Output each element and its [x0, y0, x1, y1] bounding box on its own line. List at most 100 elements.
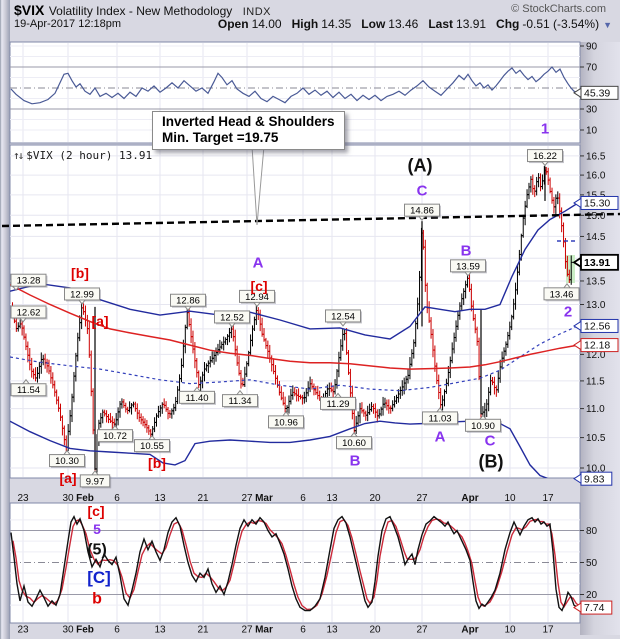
wave-label: A	[253, 254, 264, 271]
y-tick-label: 15.5	[586, 190, 606, 201]
date-tick: 17	[542, 493, 554, 504]
quote-value-open: 14.00	[251, 17, 282, 31]
date-tick: 21	[197, 625, 209, 636]
date-tick: 13	[154, 493, 166, 504]
date-tick: 6	[114, 493, 120, 504]
svg-text:10.72: 10.72	[103, 431, 127, 442]
date-tick: 13	[326, 625, 338, 636]
exchange: INDX	[242, 6, 271, 18]
wave-label: b	[92, 591, 102, 608]
pivot-label: 10.96	[268, 411, 305, 430]
date-tick: 20	[369, 493, 381, 504]
inverted-hs-annotation: Inverted Head & Shoulders Min. Target =1…	[152, 111, 345, 150]
upper-bollinger-band	[10, 202, 579, 340]
pivot-label: 13.28	[10, 273, 48, 292]
pivot-label: 11.54	[10, 378, 48, 398]
wave-label: [b]	[148, 455, 166, 471]
svg-text:10.30: 10.30	[55, 456, 79, 467]
date-tick: 23	[17, 493, 29, 504]
quote-label-chg: Chg	[496, 17, 520, 31]
svg-text:11.29: 11.29	[326, 399, 349, 410]
price-bars	[10, 165, 573, 475]
ohlc-quote: Open 14.00 High 14.35 Low 13.46 Last 13.91 Chg -0…	[208, 17, 612, 31]
y-tick-label: 11.5	[586, 376, 605, 387]
wave-label: 2	[564, 303, 572, 320]
svg-text:9.97: 9.97	[86, 476, 105, 487]
y-tick-label: 16.0	[586, 171, 606, 182]
svg-text:16.22: 16.22	[533, 151, 557, 162]
chart-header: $VIX Volatility Index - New Methodology …	[14, 2, 614, 18]
left-bevel-edge	[0, 0, 10, 639]
date-tick: 27	[241, 625, 253, 636]
main-chart-title-text: $VIX (2 hour) 13.91	[26, 149, 153, 162]
quote-value-low: 13.46	[388, 17, 419, 31]
right-axis-callout: 15.30	[573, 195, 619, 210]
wave-label: (B)	[479, 451, 504, 471]
svg-text:12.52: 12.52	[220, 312, 244, 323]
svg-text:9.83: 9.83	[584, 473, 605, 485]
pivot-label: 12.99	[64, 287, 101, 305]
svg-text:11.03: 11.03	[428, 413, 451, 424]
date-tick: Mar	[255, 493, 273, 504]
date-tick: 30	[62, 625, 74, 636]
annotation-line2: Min. Target =19.75	[162, 130, 279, 145]
svg-text:13.46: 13.46	[550, 289, 574, 300]
main-chart-title: ↑↓ $VIX (2 hour) 13.91	[13, 149, 152, 162]
y-tick-label: 20	[586, 590, 598, 601]
right-axis-callout: 9.83	[573, 471, 613, 486]
svg-text:10.55: 10.55	[140, 441, 164, 452]
wave-label: 5	[93, 521, 101, 537]
pivot-label: 10.72	[97, 424, 134, 444]
date-tick: 10	[504, 493, 516, 504]
y-tick-label: 11.0	[586, 404, 605, 415]
y-tick-label: 14.5	[586, 232, 606, 243]
wave-label: [C]	[87, 568, 111, 587]
svg-text:11.34: 11.34	[228, 396, 251, 407]
wave-annotations: [b] [a] A [c] (A) C B 1 2 [a] [b] B A C (B) [c] 5 (5) [C] b	[59, 120, 572, 607]
date-tick: Feb	[76, 493, 94, 504]
date-tick: 10	[504, 625, 516, 636]
y-tick-label: 30	[586, 105, 598, 116]
pivot-label: 12.54	[325, 309, 362, 327]
pivot-label: 12.52	[214, 310, 251, 328]
wave-label: [a]	[91, 313, 108, 329]
date-tick: Mar	[255, 625, 273, 636]
svg-text:11.54: 11.54	[17, 385, 40, 396]
middle-bollinger-band	[10, 325, 579, 392]
y-tick-label: 80	[586, 526, 598, 537]
pivot-label: 16.22	[527, 149, 564, 167]
y-tick-label: 10.5	[586, 433, 606, 444]
svg-text:10.96: 10.96	[274, 417, 298, 428]
quote-row: 19-Apr-2017 12:18pm Open 14.00 High 14.35 Lo…	[14, 17, 612, 31]
svg-text:11.40: 11.40	[185, 393, 208, 404]
pivot-label: 9.97	[79, 470, 112, 489]
lower-bollinger-band	[10, 420, 549, 478]
y-tick-label: 10	[586, 126, 598, 137]
date-tick: 27	[416, 493, 428, 504]
main-date-axis: 23 30 Feb 6 13 21 27 Mar 6 13 20 27 Apr 10 17	[17, 493, 554, 504]
quote-value-last: 13.91	[456, 17, 487, 31]
pivot-label: 10.55	[134, 434, 171, 454]
neckline-dashed	[1, 212, 620, 228]
top-panel-content	[10, 45, 580, 131]
wave-label: (5)	[87, 542, 107, 559]
right-axis-callout: 12.56	[573, 318, 619, 333]
change-direction-icon: ▼	[603, 20, 612, 30]
y-tick-label: 15.0	[586, 211, 606, 222]
quote-label-last: Last	[428, 17, 454, 31]
svg-text:10.90: 10.90	[471, 421, 495, 432]
quote-value-high: 14.35	[321, 17, 352, 31]
wave-label: [c]	[87, 503, 104, 519]
moving-average-line	[10, 284, 579, 370]
svg-text:12.94: 12.94	[245, 292, 269, 303]
svg-text:15.30: 15.30	[584, 198, 610, 210]
date-tick: 17	[542, 625, 554, 636]
quote-label-high: High	[291, 17, 319, 31]
svg-text:45.39: 45.39	[584, 87, 610, 99]
bot-panel-content	[10, 514, 580, 612]
svg-text:12.99: 12.99	[70, 289, 94, 300]
symbol: $VIX	[14, 2, 45, 18]
pivot-price-labels: 13.28 12.62 11.54 10.30 12.99 9.97 10.72 10.55 1…	[10, 149, 581, 489]
y-tick-label: 13.5	[586, 276, 606, 287]
svg-text:12.56: 12.56	[584, 321, 610, 333]
